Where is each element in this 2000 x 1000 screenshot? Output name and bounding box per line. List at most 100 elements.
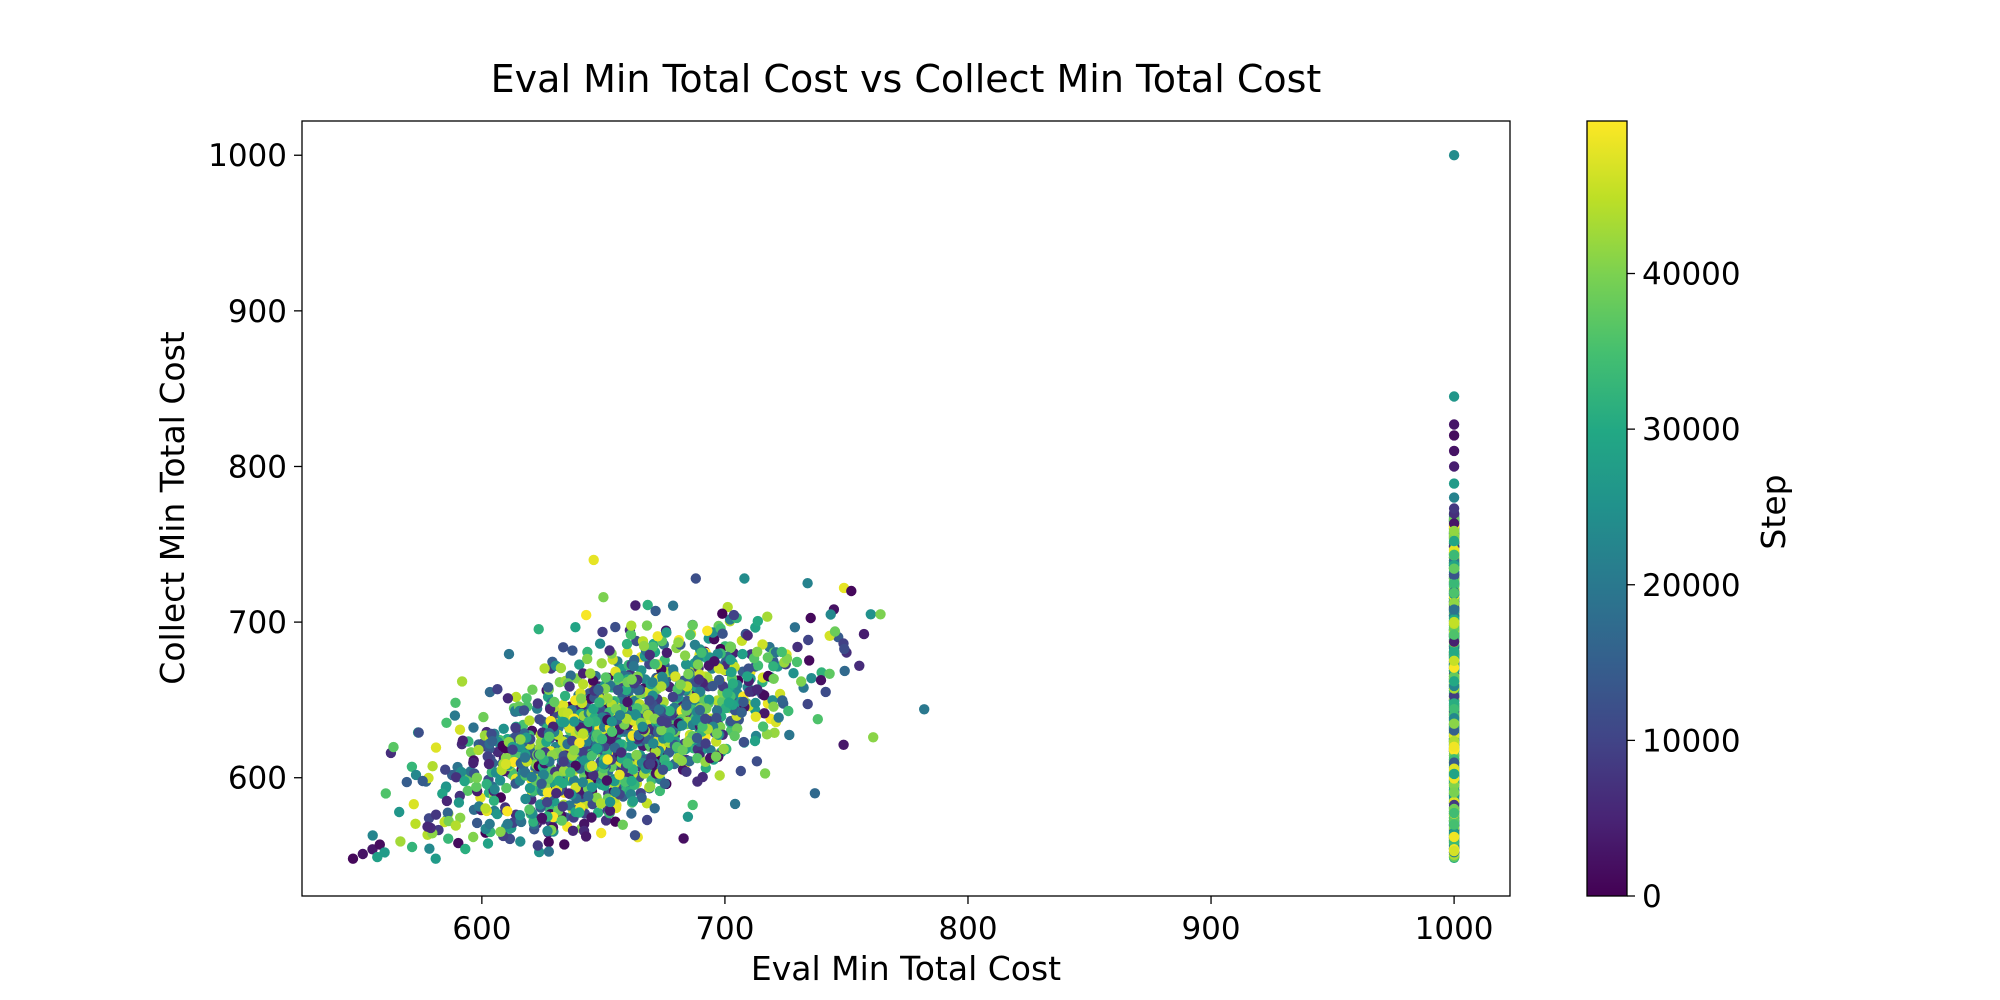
scatter-point <box>805 612 816 624</box>
scatter-point <box>650 605 661 617</box>
scatter-point <box>430 742 442 753</box>
scatter-point <box>443 833 454 844</box>
scatter-point <box>1448 807 1460 819</box>
scatter-point <box>667 691 679 703</box>
scatter-point <box>441 717 452 728</box>
scatter-point <box>637 721 648 732</box>
scatter-point <box>1448 655 1460 666</box>
scatter-point <box>1448 819 1460 830</box>
scatter-point <box>838 739 849 750</box>
scatter-point <box>839 665 850 677</box>
scatter-point <box>728 609 740 621</box>
scatter-point <box>527 684 538 695</box>
scatter-point <box>543 836 554 848</box>
scatter-point <box>653 704 665 715</box>
scatter-point <box>709 656 720 667</box>
scatter-point <box>410 769 422 781</box>
x-tick-label: 600 <box>452 911 511 947</box>
scatter-point <box>453 797 465 808</box>
scatter-point <box>606 726 618 737</box>
scatter-point <box>596 658 607 669</box>
y-axis: 600 700 800 900 1000 <box>208 138 302 797</box>
scatter-point <box>494 775 506 786</box>
scatter-point <box>738 736 749 748</box>
scatter-point <box>1448 518 1460 529</box>
scatter-point <box>776 646 787 658</box>
scatter-point <box>394 806 405 818</box>
scatter-point <box>713 674 725 686</box>
scatter-point <box>471 817 483 829</box>
scatter-point <box>757 721 769 732</box>
scatter-point <box>644 695 655 706</box>
scatter-point <box>737 648 748 660</box>
scatter-point <box>514 810 526 821</box>
scatter-point <box>692 659 704 670</box>
scatter-point <box>502 818 513 830</box>
scatter-point <box>777 695 788 706</box>
scatter-point <box>1448 150 1460 161</box>
scatter-point <box>656 725 667 736</box>
scatter-point <box>507 744 518 755</box>
scatter-point <box>751 756 763 767</box>
scatter-point <box>875 609 886 620</box>
x-tick-label: 900 <box>1181 911 1240 947</box>
scatter-point <box>612 684 624 696</box>
scatter-point <box>468 757 479 769</box>
scatter-point <box>357 848 368 860</box>
scatter-point <box>489 784 500 795</box>
scatter-point <box>417 775 428 787</box>
scatter-point <box>534 749 546 760</box>
scatter-point <box>1448 604 1460 615</box>
scatter-point <box>588 554 599 566</box>
scatter-point <box>738 696 749 708</box>
scatter-point <box>1448 445 1460 457</box>
scatter-point <box>597 626 608 638</box>
scatter-point <box>726 666 737 678</box>
scatter-point <box>495 826 506 837</box>
scatter-point <box>784 729 795 741</box>
scatter-point <box>492 684 503 695</box>
scatter-point <box>622 696 633 708</box>
scatter-point <box>601 775 613 786</box>
scatter-point <box>586 812 597 823</box>
scatter-point <box>676 720 688 731</box>
colorbar-tick-label: 30000 <box>1642 412 1741 448</box>
scatter-point <box>768 661 779 672</box>
scatter-point <box>626 620 637 631</box>
scatter-point <box>761 729 773 740</box>
scatter-point <box>484 818 495 830</box>
scatter-point <box>1448 676 1460 687</box>
scatter-point <box>692 776 703 787</box>
scatter-point <box>697 721 708 732</box>
scatter-point <box>468 831 479 843</box>
scatter-point <box>768 673 779 684</box>
scatter-point <box>1448 845 1460 857</box>
scatter-point <box>401 776 412 788</box>
scatter-point <box>626 808 637 819</box>
scatter-point <box>670 671 681 682</box>
scatter-point <box>427 761 438 772</box>
scatter-point <box>406 761 418 772</box>
scatter-point <box>580 831 592 842</box>
y-tick-label: 700 <box>228 605 287 641</box>
scatter-point <box>736 707 747 718</box>
scatter-point <box>1448 391 1460 402</box>
scatter-point <box>676 755 687 766</box>
scatter-point <box>649 658 660 670</box>
scatter-point <box>374 839 385 850</box>
scatter-point <box>586 760 598 772</box>
scatter-point <box>759 690 770 701</box>
scatter-point <box>711 712 722 724</box>
scatter-point <box>471 772 483 783</box>
scatter-point <box>636 792 647 803</box>
scatter-point <box>569 716 580 727</box>
y-tick-label: 800 <box>228 449 287 485</box>
scatter-point <box>586 750 597 761</box>
scatter-point <box>480 803 491 814</box>
scatter-point <box>750 711 761 722</box>
scatter-point <box>675 679 686 690</box>
scatter-point <box>710 751 722 762</box>
scatter-point <box>520 793 531 805</box>
scatter-point <box>595 798 607 809</box>
scatter-point <box>532 840 543 851</box>
